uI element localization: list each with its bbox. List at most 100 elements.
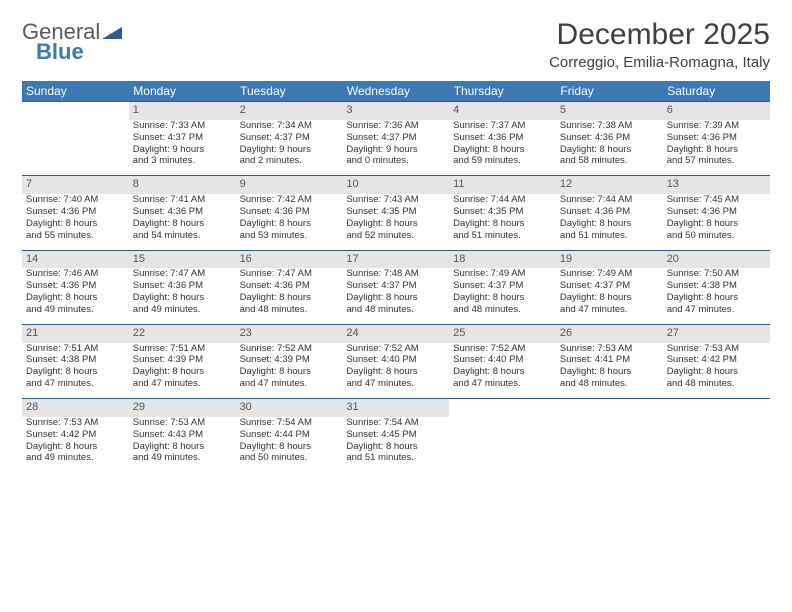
- sunset-text: Sunset: 4:36 PM: [26, 206, 125, 218]
- day-number-cell: 18: [449, 250, 556, 268]
- daylight-text: and 47 minutes.: [26, 378, 125, 390]
- daylight-text: and 47 minutes.: [453, 378, 552, 390]
- day-number: 10: [346, 178, 358, 190]
- day-number: 25: [453, 327, 465, 339]
- day-number: 24: [346, 327, 358, 339]
- daylight-text: Daylight: 8 hours: [560, 218, 659, 230]
- sunset-text: Sunset: 4:37 PM: [453, 280, 552, 292]
- day-number: 11: [453, 178, 464, 190]
- day-content-cell: Sunrise: 7:51 AMSunset: 4:38 PMDaylight:…: [22, 343, 129, 399]
- sunset-text: Sunset: 4:37 PM: [133, 132, 232, 144]
- sunrise-text: Sunrise: 7:43 AM: [346, 194, 445, 206]
- day-content-cell: Sunrise: 7:34 AMSunset: 4:37 PMDaylight:…: [236, 120, 343, 176]
- day-number-cell: 1: [129, 102, 236, 120]
- day-number-cell: 22: [129, 324, 236, 342]
- daylight-text: and 53 minutes.: [240, 230, 339, 242]
- daylight-text: and 2 minutes.: [240, 155, 339, 167]
- day-number: 2: [240, 104, 246, 116]
- daylight-text: Daylight: 8 hours: [453, 292, 552, 304]
- day-content-cell: Sunrise: 7:52 AMSunset: 4:39 PMDaylight:…: [236, 343, 343, 399]
- sunset-text: Sunset: 4:36 PM: [560, 206, 659, 218]
- day-number-cell: 13: [663, 176, 770, 194]
- sunrise-text: Sunrise: 7:48 AM: [346, 268, 445, 280]
- day-content-cell: [556, 417, 663, 473]
- sunrise-text: Sunrise: 7:53 AM: [133, 417, 232, 429]
- sunset-text: Sunset: 4:39 PM: [133, 354, 232, 366]
- day-content-cell: Sunrise: 7:47 AMSunset: 4:36 PMDaylight:…: [236, 268, 343, 324]
- day-number: 31: [346, 401, 358, 413]
- daylight-text: and 49 minutes.: [26, 304, 125, 316]
- day-content-cell: Sunrise: 7:53 AMSunset: 4:42 PMDaylight:…: [22, 417, 129, 473]
- day-number: 15: [133, 253, 145, 265]
- sunrise-text: Sunrise: 7:53 AM: [667, 343, 766, 355]
- title-block: December 2025 Correggio, Emilia-Romagna,…: [549, 18, 770, 71]
- day-number: 16: [240, 253, 252, 265]
- sunset-text: Sunset: 4:45 PM: [346, 429, 445, 441]
- day-number: 27: [667, 327, 679, 339]
- daylight-text: Daylight: 8 hours: [453, 218, 552, 230]
- sunset-text: Sunset: 4:37 PM: [346, 280, 445, 292]
- sunset-text: Sunset: 4:37 PM: [346, 132, 445, 144]
- daynum-row: 14151617181920: [22, 250, 770, 268]
- daylight-text: Daylight: 8 hours: [560, 366, 659, 378]
- day-number: 13: [667, 178, 679, 190]
- sunrise-text: Sunrise: 7:53 AM: [560, 343, 659, 355]
- sunrise-text: Sunrise: 7:52 AM: [240, 343, 339, 355]
- daylight-text: and 54 minutes.: [133, 230, 232, 242]
- daylight-text: Daylight: 8 hours: [240, 366, 339, 378]
- col-saturday: Saturday: [663, 81, 770, 102]
- sunrise-text: Sunrise: 7:45 AM: [667, 194, 766, 206]
- day-number: 4: [453, 104, 459, 116]
- daylight-text: and 3 minutes.: [133, 155, 232, 167]
- sunrise-text: Sunrise: 7:44 AM: [453, 194, 552, 206]
- day-number-cell: 28: [22, 399, 129, 417]
- sunrise-text: Sunrise: 7:51 AM: [133, 343, 232, 355]
- day-number: 14: [26, 253, 38, 265]
- daylight-text: Daylight: 8 hours: [26, 218, 125, 230]
- day-content-cell: Sunrise: 7:41 AMSunset: 4:36 PMDaylight:…: [129, 194, 236, 250]
- day-content-cell: Sunrise: 7:39 AMSunset: 4:36 PMDaylight:…: [663, 120, 770, 176]
- sunrise-text: Sunrise: 7:47 AM: [240, 268, 339, 280]
- day-content-row: Sunrise: 7:40 AMSunset: 4:36 PMDaylight:…: [22, 194, 770, 250]
- col-thursday: Thursday: [449, 81, 556, 102]
- sunrise-text: Sunrise: 7:33 AM: [133, 120, 232, 132]
- sunset-text: Sunset: 4:38 PM: [26, 354, 125, 366]
- day-number: 12: [560, 178, 572, 190]
- calendar-page: General Blue December 2025 Correggio, Em…: [0, 0, 792, 490]
- sunset-text: Sunset: 4:36 PM: [667, 132, 766, 144]
- day-number-cell: 26: [556, 324, 663, 342]
- sunrise-text: Sunrise: 7:40 AM: [26, 194, 125, 206]
- day-content-cell: Sunrise: 7:50 AMSunset: 4:38 PMDaylight:…: [663, 268, 770, 324]
- daylight-text: Daylight: 8 hours: [26, 366, 125, 378]
- day-number: 1: [133, 104, 139, 116]
- day-content-cell: Sunrise: 7:53 AMSunset: 4:41 PMDaylight:…: [556, 343, 663, 399]
- day-number: 22: [133, 327, 145, 339]
- daylight-text: and 48 minutes.: [240, 304, 339, 316]
- day-content-cell: Sunrise: 7:49 AMSunset: 4:37 PMDaylight:…: [556, 268, 663, 324]
- day-content-row: Sunrise: 7:53 AMSunset: 4:42 PMDaylight:…: [22, 417, 770, 473]
- daylight-text: and 48 minutes.: [667, 378, 766, 390]
- daylight-text: Daylight: 8 hours: [346, 441, 445, 453]
- day-number-cell: 31: [342, 399, 449, 417]
- day-content-cell: Sunrise: 7:52 AMSunset: 4:40 PMDaylight:…: [449, 343, 556, 399]
- sunset-text: Sunset: 4:39 PM: [240, 354, 339, 366]
- day-content-cell: Sunrise: 7:44 AMSunset: 4:36 PMDaylight:…: [556, 194, 663, 250]
- day-number: 30: [240, 401, 252, 413]
- day-content-cell: Sunrise: 7:54 AMSunset: 4:44 PMDaylight:…: [236, 417, 343, 473]
- daylight-text: Daylight: 8 hours: [667, 292, 766, 304]
- day-content-cell: Sunrise: 7:52 AMSunset: 4:40 PMDaylight:…: [342, 343, 449, 399]
- day-content-cell: Sunrise: 7:33 AMSunset: 4:37 PMDaylight:…: [129, 120, 236, 176]
- daylight-text: and 55 minutes.: [26, 230, 125, 242]
- daylight-text: Daylight: 8 hours: [667, 144, 766, 156]
- day-number-cell: 9: [236, 176, 343, 194]
- day-content-cell: Sunrise: 7:54 AMSunset: 4:45 PMDaylight:…: [342, 417, 449, 473]
- sunrise-text: Sunrise: 7:54 AM: [240, 417, 339, 429]
- sunrise-text: Sunrise: 7:39 AM: [667, 120, 766, 132]
- sunrise-text: Sunrise: 7:54 AM: [346, 417, 445, 429]
- day-content-cell: Sunrise: 7:42 AMSunset: 4:36 PMDaylight:…: [236, 194, 343, 250]
- day-content-cell: Sunrise: 7:49 AMSunset: 4:37 PMDaylight:…: [449, 268, 556, 324]
- daylight-text: and 49 minutes.: [26, 452, 125, 464]
- day-number: 7: [26, 178, 32, 190]
- day-content-row: Sunrise: 7:51 AMSunset: 4:38 PMDaylight:…: [22, 343, 770, 399]
- daylight-text: Daylight: 8 hours: [26, 441, 125, 453]
